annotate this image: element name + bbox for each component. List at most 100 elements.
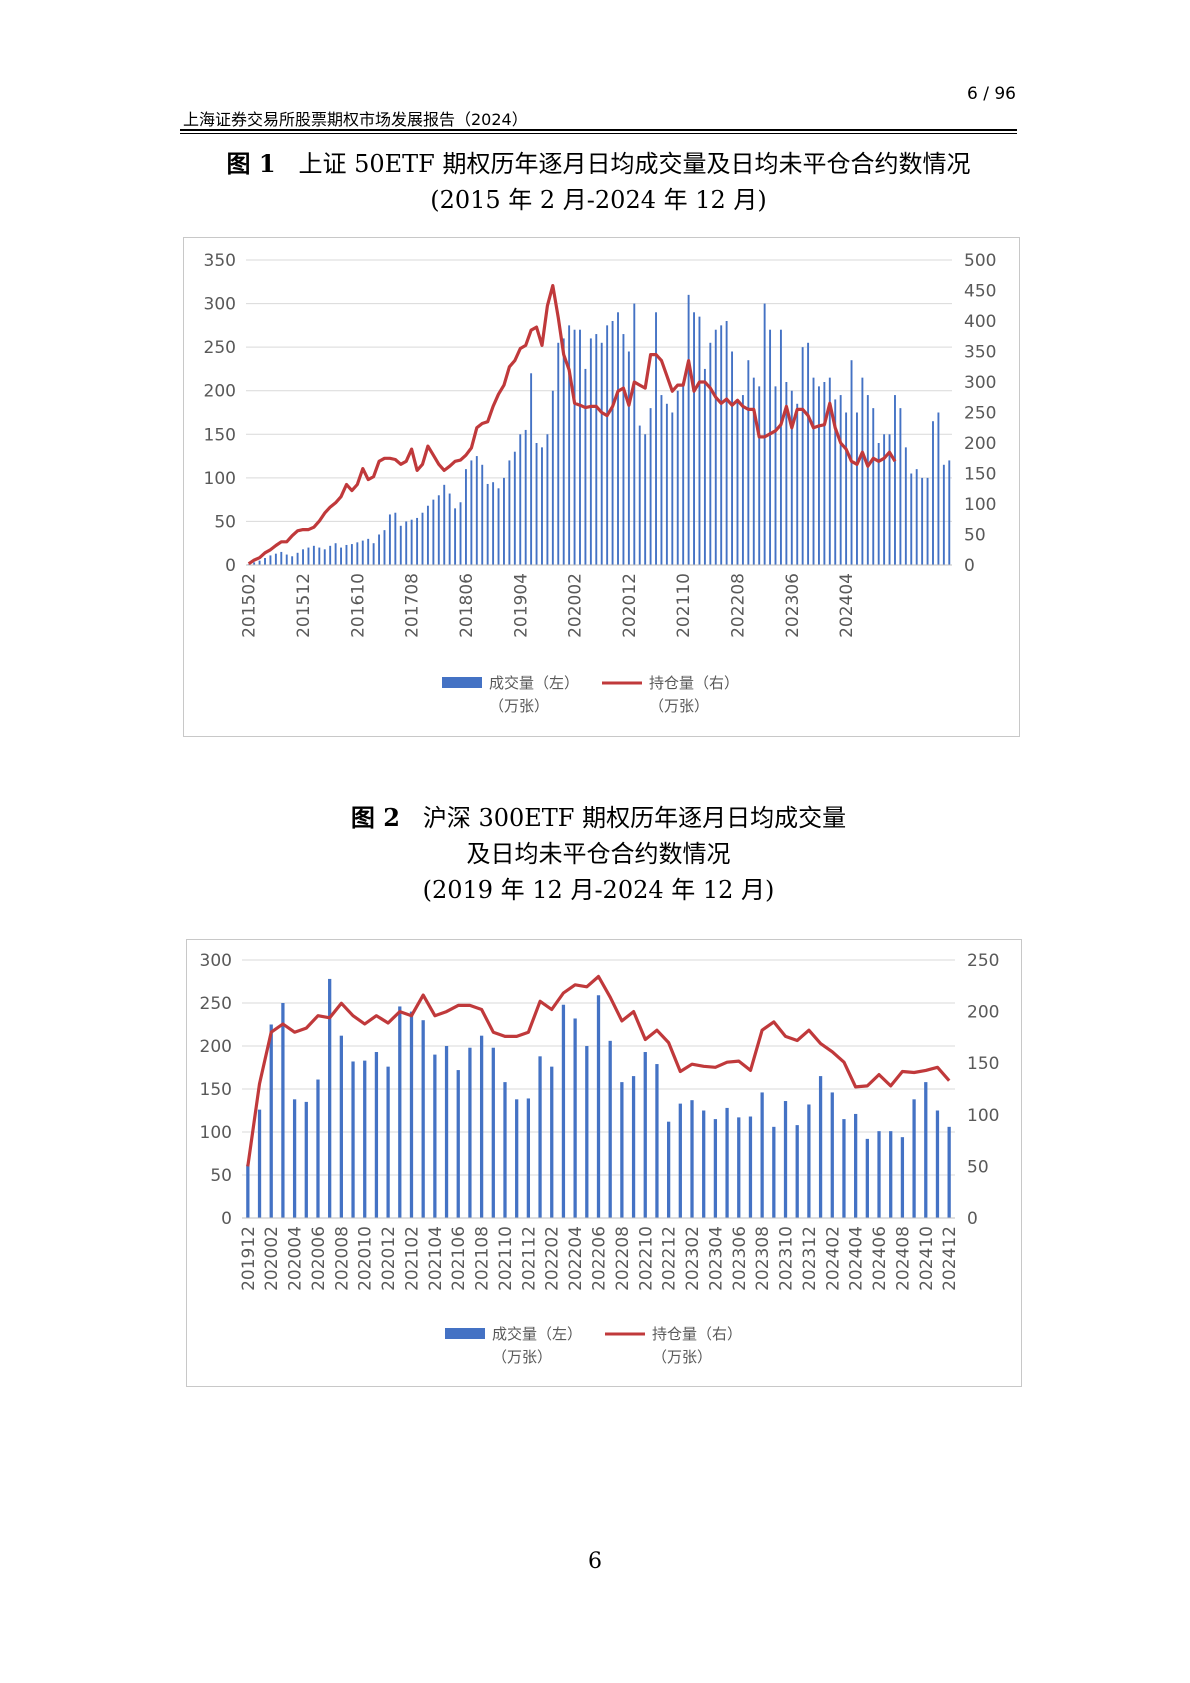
fig1-volume-bar xyxy=(285,554,288,565)
fig1-volume-bar xyxy=(464,469,467,565)
fig2-y-left-tick: 200 xyxy=(200,1037,232,1057)
fig2-x-tick: 202208 xyxy=(613,1226,633,1291)
fig1-volume-bar xyxy=(828,377,831,565)
fig1-volume-bar xyxy=(437,495,440,565)
fig1-volume-bar xyxy=(426,505,429,565)
fig1-y-right-tick: 150 xyxy=(964,465,996,485)
fig2-x-tick: 202404 xyxy=(847,1226,867,1291)
fig1-x-tick: 202208 xyxy=(728,573,748,638)
fig2-x-tick: 202304 xyxy=(706,1226,726,1291)
fig1-volume-bar xyxy=(546,434,549,565)
fig2-volume-bar xyxy=(772,1126,776,1218)
fig1-volume-bar xyxy=(839,395,842,565)
fig1-volume-bar xyxy=(367,538,370,565)
fig2-x-tick: 202008 xyxy=(332,1226,352,1291)
fig1-volume-bar xyxy=(649,408,652,565)
fig1-y-left-tick: 150 xyxy=(204,425,236,445)
fig1-volume-bar xyxy=(790,390,793,565)
fig1-volume-bar xyxy=(573,329,576,565)
page-indicator: 6 / 96 xyxy=(967,84,1016,104)
fig2-y-left-tick: 150 xyxy=(200,1080,232,1100)
fig2-volume-bar xyxy=(339,1035,343,1218)
fig2-volume-bar xyxy=(713,1119,718,1218)
fig2-volume-bar xyxy=(900,1137,905,1218)
fig1-volume-bar xyxy=(264,558,266,565)
fig1-volume-bar xyxy=(856,412,858,565)
fig1-volume-bar xyxy=(421,512,424,565)
fig2-volume-bar xyxy=(374,1052,379,1218)
fig1-volume-bar xyxy=(877,443,880,565)
fig1-volume-bar xyxy=(394,512,397,565)
fig1-volume-bar xyxy=(731,351,734,565)
fig1-volume-bar xyxy=(557,342,560,565)
fig1-y-right-tick: 400 xyxy=(964,312,996,332)
fig2-x-tick: 202206 xyxy=(590,1226,610,1291)
fig1-y-right-tick: 350 xyxy=(964,343,996,363)
fig1-volume-bar xyxy=(899,408,902,565)
fig1-y-left-tick: 350 xyxy=(204,251,236,271)
fig1-y-left-tick: 50 xyxy=(214,512,236,532)
fig1-y-right-tick: 50 xyxy=(964,526,986,546)
fig1-volume-bar xyxy=(454,508,457,565)
fig1-volume-bar xyxy=(741,395,744,565)
fig1-volume-bar xyxy=(432,499,435,565)
fig1-volume-bar xyxy=(622,334,625,565)
figure1-label: 图 1 xyxy=(226,149,276,178)
fig1-volume-bar xyxy=(269,555,272,565)
fig2-y-left-tick: 300 xyxy=(200,951,232,971)
fig1-volume-bar xyxy=(481,464,484,565)
fig2-volume-bar xyxy=(690,1100,694,1218)
fig2-open-interest-line xyxy=(246,974,951,1167)
fig1-x-tick: 201904 xyxy=(511,573,531,638)
fig1-volume-bar xyxy=(676,390,679,565)
fig1-volume-bar xyxy=(302,549,304,565)
fig1-volume-bar xyxy=(584,368,587,565)
fig1-volume-bar xyxy=(378,534,381,565)
fig1-volume-bar xyxy=(372,543,375,565)
fig2-volume-bar xyxy=(257,1109,262,1218)
fig2-volume-bar xyxy=(678,1103,682,1218)
fig2-volume-bar xyxy=(409,1011,414,1218)
fig2-volume-bar xyxy=(269,1024,273,1218)
fig2-volume-bar xyxy=(515,1099,519,1218)
fig2-x-tick: 202102 xyxy=(402,1226,422,1291)
fig1-volume-bar xyxy=(665,403,668,565)
fig1-volume-bar xyxy=(888,434,891,565)
fig1-volume-bar xyxy=(383,530,386,565)
fig1-volume-bar xyxy=(693,312,695,565)
fig2-volume-bar xyxy=(947,1126,951,1218)
fig1-volume-bar xyxy=(736,399,739,565)
fig1-y-left-tick: 300 xyxy=(204,295,236,315)
figure1-caption: 图 1 上证 50ETF 期权历年逐月日均成交量及日均未平仓合约数情况 (201… xyxy=(180,146,1017,218)
fig2-volume-bar xyxy=(795,1125,799,1218)
fig2-x-tick: 202202 xyxy=(543,1226,563,1291)
fig1-volume-bar xyxy=(562,338,565,565)
fig2-volume-bar xyxy=(281,1003,285,1218)
fig1-volume-bar xyxy=(904,447,907,565)
fig1-volume-bar xyxy=(291,556,294,565)
figure2-chart: 0 50 100 150 200 250 300 0 50 100 150 200 250 201912 2… xyxy=(186,939,1022,1387)
fig1-legend-volume-label: 成交量（左） xyxy=(489,674,579,692)
fig2-volume-bar xyxy=(503,1082,507,1218)
fig1-volume-bar xyxy=(350,544,353,565)
figure2-caption: 图 2 沪深 300ETF 期权历年逐月日均成交量 及日均未平仓合约数情况 (2… xyxy=(180,800,1017,908)
fig2-y-right-tick: 50 xyxy=(967,1157,989,1177)
fig2-volume-bar xyxy=(725,1107,729,1218)
fig1-volume-bar xyxy=(492,482,495,565)
fig1-volume-bar xyxy=(296,552,299,565)
figure2-title-line2: 及日均未平仓合约数情况 xyxy=(466,840,731,868)
fig1-volume-bar xyxy=(921,477,924,565)
fig1-y-right-tick: 250 xyxy=(964,404,996,424)
fig1-y-right-tick: 300 xyxy=(964,373,996,393)
fig1-volume-bar xyxy=(470,460,473,565)
fig1-volume-bar xyxy=(709,342,712,565)
fig2-volume-bar xyxy=(702,1110,706,1218)
fig2-x-tick: 202310 xyxy=(777,1226,797,1291)
fig2-x-tick: 202308 xyxy=(753,1226,773,1291)
fig1-volume-bar xyxy=(416,517,419,565)
figure1-chart: 0 50 100 150 200 250 300 350 0 50 100 150 200 250 300 3… xyxy=(183,237,1020,737)
fig1-volume-bar xyxy=(861,377,864,565)
fig1-volume-bar xyxy=(660,395,663,565)
figure2-title: 沪深 300ETF 期权历年逐月日均成交量 xyxy=(422,804,847,832)
fig2-x-tick: 201912 xyxy=(239,1226,259,1291)
